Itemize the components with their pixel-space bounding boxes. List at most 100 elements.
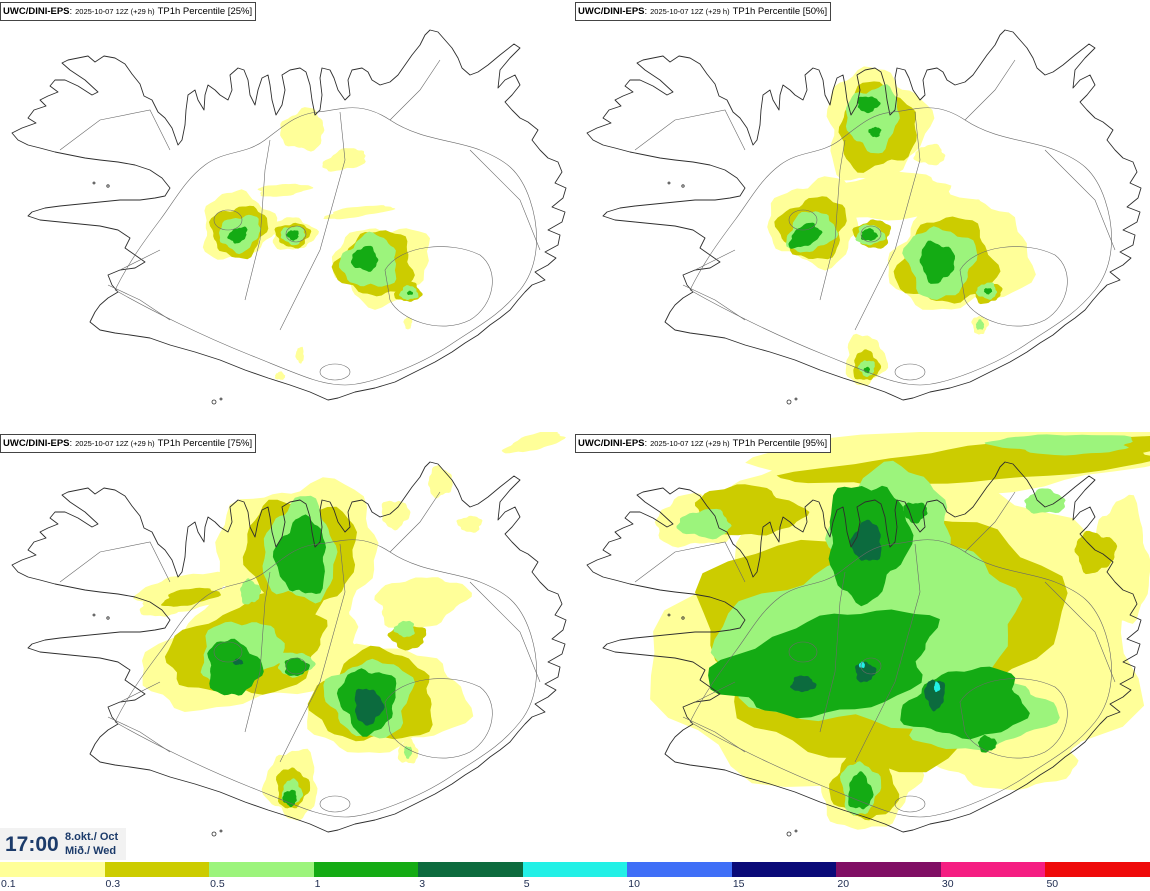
run-time: 2025-10-07 12Z (+29 h) — [75, 7, 155, 16]
map-panel-p25: UWC/DINI-EPS: 2025-10-07 12Z (+29 h) TP1h … — [0, 0, 575, 430]
precip-contour-level-0 — [295, 346, 304, 364]
precip-contour-level-3 — [983, 288, 993, 295]
precip-contour-level-3 — [207, 638, 264, 696]
colorbar-segment — [313, 862, 419, 877]
colorbar-segment — [940, 862, 1046, 877]
valid-time: 17:00 — [5, 833, 59, 856]
precip-contour-level-0 — [274, 371, 286, 380]
precip-contour-level-0 — [456, 515, 483, 533]
run-time: 2025-10-07 12Z (+29 h) — [650, 439, 730, 448]
map-canvas — [11, 29, 567, 405]
title-separator: : — [69, 438, 73, 449]
colorbar — [0, 862, 1150, 877]
precip-contour-level-3 — [902, 502, 928, 524]
precip-contour-level-5 — [933, 681, 941, 693]
colorbar-label: 50 — [1046, 878, 1059, 890]
precip-contour-level-3 — [848, 771, 874, 810]
precip-contour-level-3 — [286, 230, 299, 241]
parameter-label: TP1h Percentile [95%] — [732, 438, 828, 449]
precip-contour-level-1 — [161, 587, 221, 607]
precip-contour-level-2 — [676, 508, 732, 540]
precip-contour-level-0 — [381, 500, 411, 531]
map-panel-p50: UWC/DINI-EPS: 2025-10-07 12Z (+29 h) TP1h … — [575, 0, 1150, 430]
precip-contour-level-0 — [374, 577, 472, 630]
colorbar-label: 0.3 — [105, 878, 121, 890]
precip-contour-level-3 — [868, 126, 882, 138]
colorbar-segment — [209, 862, 314, 877]
precip-contour-level-2 — [403, 746, 413, 759]
precip-contour-level-0 — [257, 183, 314, 197]
model-name: UWC/DINI-EPS — [3, 6, 70, 17]
precip-contour-level-0 — [913, 143, 946, 166]
colorbar-label: 3 — [419, 878, 426, 890]
precip-contour-level-2 — [240, 578, 262, 605]
precip-contour-level-2 — [393, 620, 415, 638]
precip-contour-level-5 — [858, 661, 865, 669]
map-panel-p95: UWC/DINI-EPS: 2025-10-07 12Z (+29 h) TP1h … — [575, 432, 1150, 862]
precip-contour-level-3 — [406, 290, 413, 295]
precip-contour-level-2 — [984, 434, 1133, 456]
parameter-label: TP1h Percentile [50%] — [732, 6, 828, 17]
precipitation-field — [767, 66, 1036, 386]
colorbar-segment — [1045, 862, 1150, 877]
map-canvas — [586, 29, 1142, 405]
colorbar-segment — [104, 862, 210, 877]
run-time: 2025-10-07 12Z (+29 h) — [650, 7, 730, 16]
colorbar-segment — [627, 862, 732, 877]
valid-date: 8.okt./ Oct — [65, 831, 119, 843]
colorbar-label: 20 — [837, 878, 850, 890]
precipitation-field — [650, 432, 1150, 830]
panel-title: UWC/DINI-EPS: 2025-10-07 12Z (+29 h) TP1h … — [0, 2, 257, 21]
precip-contour-level-1 — [1074, 530, 1118, 575]
colorbar-segment — [836, 862, 941, 877]
precip-contour-level-0 — [323, 205, 396, 220]
title-separator: : — [644, 6, 648, 17]
precip-contour-level-0 — [959, 199, 981, 210]
precip-contour-level-3 — [919, 240, 955, 284]
title-separator: : — [644, 438, 648, 449]
colorbar-label: 0.5 — [210, 878, 225, 890]
colorbar-segment — [731, 862, 837, 877]
colorbar-segment — [418, 862, 523, 877]
iceland-outline — [11, 29, 567, 405]
panel-title: UWC/DINI-EPS: 2025-10-07 12Z (+29 h) TP1h … — [575, 434, 832, 453]
precip-contour-level-3 — [861, 228, 878, 241]
colorbar-label: 30 — [941, 878, 954, 890]
precip-contour-level-3 — [857, 96, 881, 114]
colorbar-label: 1 — [314, 878, 321, 890]
valid-time-box: 17:00 8.okt./ Oct Mið./ Wed — [0, 828, 126, 860]
colorbar-label: 15 — [732, 878, 745, 890]
title-separator: : — [69, 6, 73, 17]
precip-contour-level-3 — [350, 245, 379, 272]
colorbar-label: 10 — [628, 878, 640, 890]
parameter-label: TP1h Percentile [25%] — [157, 6, 253, 17]
colorbar-labels: 0.1 0.3 0.5 1 3 5 10 15 20 30 50 — [0, 877, 1150, 891]
colorbar-label: 5 — [523, 878, 530, 890]
precip-contour-level-3 — [708, 609, 940, 719]
precip-contour-level-0 — [403, 317, 413, 330]
map-panel-p75: UWC/DINI-EPS: 2025-10-07 12Z (+29 h) TP1h … — [0, 432, 575, 862]
model-name: UWC/DINI-EPS — [578, 6, 645, 17]
precip-contour-level-4 — [354, 688, 385, 726]
precip-contour-level-0 — [322, 148, 366, 172]
map-canvas — [11, 432, 567, 837]
precip-contour-level-2 — [975, 319, 985, 330]
run-time: 2025-10-07 12Z (+29 h) — [75, 439, 155, 448]
precip-contour-level-3 — [977, 735, 997, 753]
precip-contour-level-4 — [232, 658, 244, 665]
panel-title: UWC/DINI-EPS: 2025-10-07 12Z (+29 h) TP1h … — [575, 2, 832, 21]
precip-contour-level-4 — [849, 519, 882, 561]
precipitation-field — [202, 107, 430, 380]
model-name: UWC/DINI-EPS — [578, 438, 645, 449]
precip-contour-level-0 — [139, 595, 184, 617]
map-canvas — [586, 432, 1150, 837]
precip-contour-level-2 — [1024, 488, 1066, 514]
precip-contour-level-0 — [501, 432, 566, 454]
precip-contour-level-3 — [282, 789, 297, 808]
model-name: UWC/DINI-EPS — [3, 438, 70, 449]
colorbar-segment — [522, 862, 628, 877]
precip-contour-level-4 — [790, 675, 817, 693]
valid-weekday: Mið./ Wed — [65, 845, 117, 857]
colorbar-label: 0.1 — [1, 878, 16, 890]
precip-contour-level-3 — [227, 226, 248, 244]
